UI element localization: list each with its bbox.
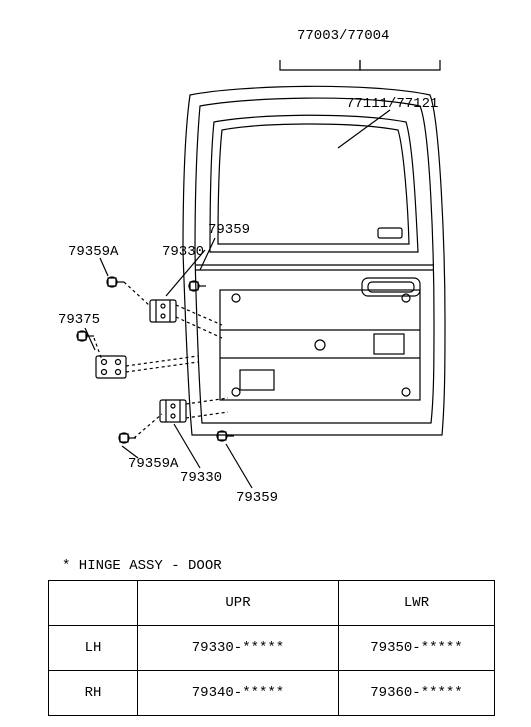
table-header-row: UPR LWR <box>49 581 495 626</box>
th-upr: UPR <box>138 581 339 626</box>
label-77111-77121: 77111/77121 <box>346 96 438 112</box>
label-79330-lower: 79330 <box>180 470 222 486</box>
row-lh-upr: 79330-***** <box>138 626 339 671</box>
label-79359A-lower: 79359A <box>128 456 178 472</box>
row-rh-hdr: RH <box>49 671 138 716</box>
label-77003-77004: 77003/77004 <box>297 28 389 44</box>
row-lh-lwr: 79350-***** <box>339 626 495 671</box>
th-lwr: LWR <box>339 581 495 626</box>
label-79359-lower: 79359 <box>236 490 278 506</box>
th-blank <box>49 581 138 626</box>
table-title: * HINGE ASSY - DOOR <box>62 558 222 574</box>
row-rh-upr: 79340-***** <box>138 671 339 716</box>
label-79359A-upper: 79359A <box>68 244 118 260</box>
row-rh-lwr: 79360-***** <box>339 671 495 716</box>
table-row: LH 79330-***** 79350-***** <box>49 626 495 671</box>
label-79330-upper: 79330 <box>162 244 204 260</box>
table-row: RH 79340-***** 79360-***** <box>49 671 495 716</box>
row-lh-hdr: LH <box>49 626 138 671</box>
hinge-table: UPR LWR LH 79330-***** 79350-***** RH 79… <box>48 580 495 716</box>
label-79375: 79375 <box>58 312 100 328</box>
label-79359-upper: 79359 <box>208 222 250 238</box>
